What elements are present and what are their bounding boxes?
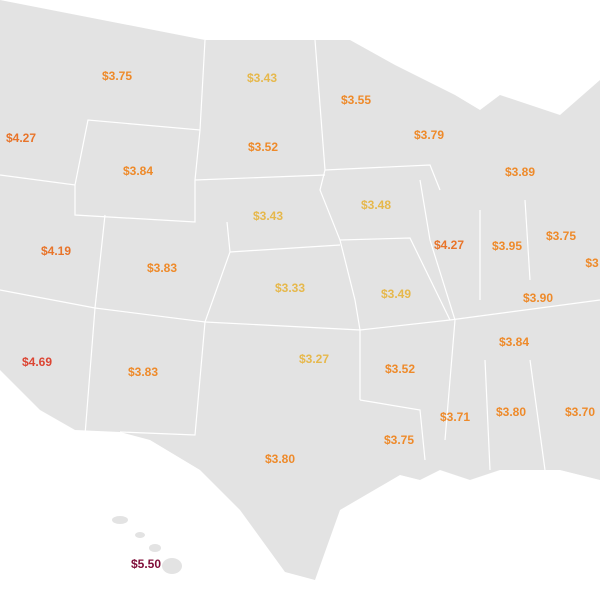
price-label: $3.75: [384, 433, 414, 447]
price-label: $3.55: [341, 93, 371, 107]
price-label: $4.27: [6, 131, 36, 145]
price-label: $3.90: [523, 291, 553, 305]
price-label: $3.95: [492, 239, 522, 253]
price-label: $4.69: [22, 355, 52, 369]
price-label: $3.84: [123, 164, 153, 178]
price-label: $3.84: [499, 335, 529, 349]
price-label: $3.52: [385, 362, 415, 376]
price-label: $3.70: [565, 405, 595, 419]
price-label: $3: [585, 256, 599, 270]
price-label: $3.52: [248, 140, 278, 154]
price-label: $3.83: [147, 261, 177, 275]
price-label: $3.33: [275, 281, 305, 295]
price-label: $3.89: [505, 165, 535, 179]
price-label: $3.75: [102, 69, 132, 83]
price-label: $3.48: [361, 198, 391, 212]
price-label: $5.50: [131, 557, 161, 571]
price-label: $3.43: [247, 71, 277, 85]
price-label: $3.83: [128, 365, 158, 379]
price-label: $3.27: [299, 352, 329, 366]
price-label: $3.43: [253, 209, 283, 223]
land: [0, 0, 600, 580]
price-label: $4.19: [41, 244, 71, 258]
price-label: $3.71: [440, 410, 470, 424]
price-label: $3.75: [546, 229, 576, 243]
price-label: $3.80: [496, 405, 526, 419]
price-label: $4.27: [434, 238, 464, 252]
price-label: $3.79: [414, 128, 444, 142]
price-label: $3.80: [265, 452, 295, 466]
price-label: $3.49: [381, 287, 411, 301]
